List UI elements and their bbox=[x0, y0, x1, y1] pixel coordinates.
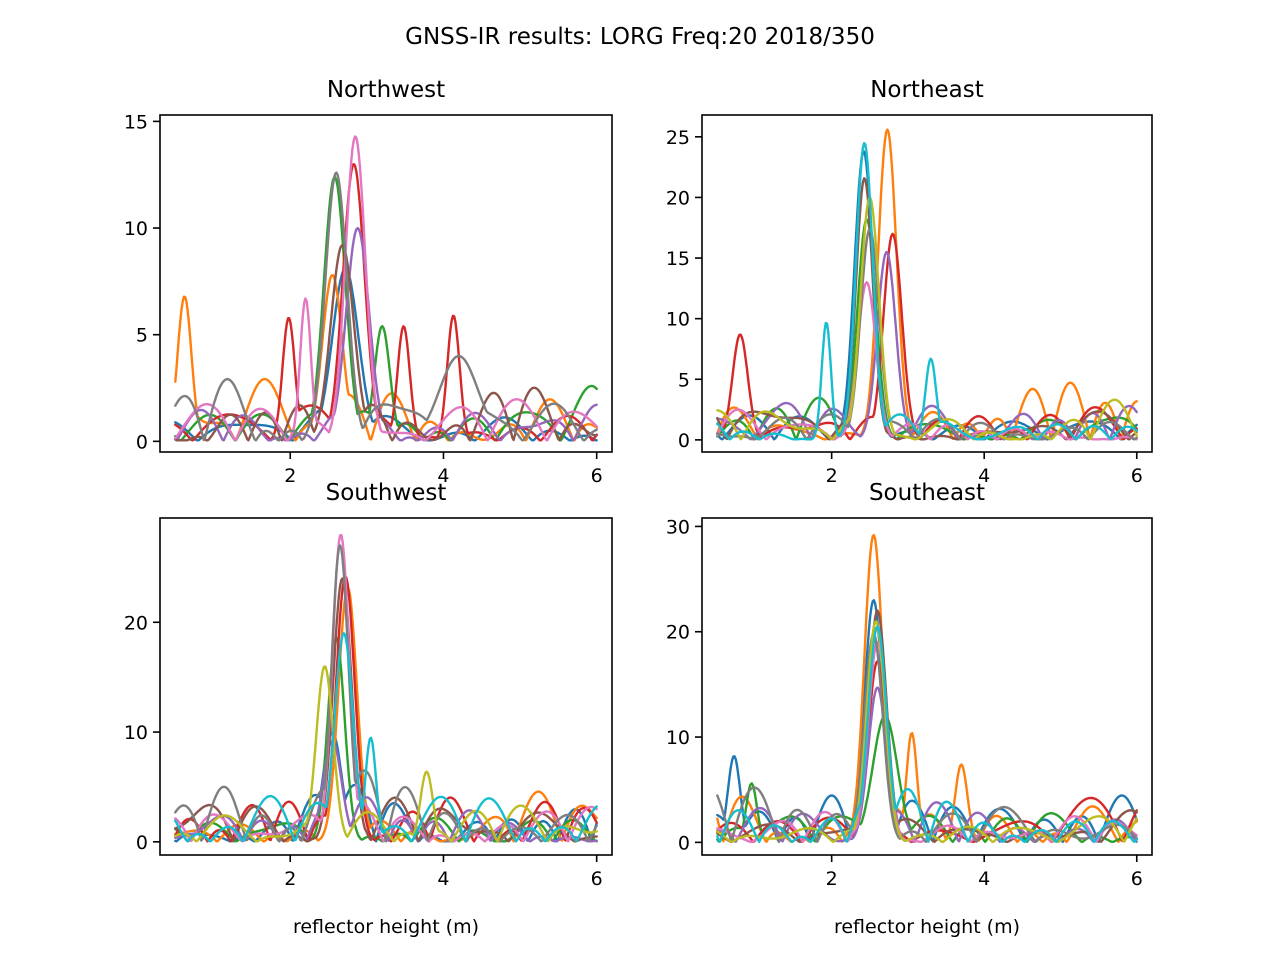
y-tick-label: 15 bbox=[124, 111, 148, 133]
x-tick-label: 6 bbox=[591, 465, 603, 487]
axes-frame-southeast bbox=[701, 517, 1153, 856]
y-tick-label: 10 bbox=[124, 722, 148, 744]
series-line-southwest-10 bbox=[174, 632, 598, 843]
series-line-northwest-3 bbox=[174, 176, 598, 442]
series-line-southeast-5 bbox=[716, 686, 1138, 843]
series-line-northwest-7 bbox=[174, 135, 598, 442]
subplot-title-northwest: Northwest bbox=[327, 77, 445, 103]
series-line-southeast-3 bbox=[716, 714, 1138, 843]
y-tick-label: 20 bbox=[124, 612, 148, 634]
x-tick-label: 4 bbox=[437, 868, 449, 890]
y-tick-label: 15 bbox=[666, 248, 690, 270]
figure-title: GNSS-IR results: LORG Freq:20 2018/350 bbox=[405, 24, 875, 50]
series-line-northeast-2 bbox=[716, 128, 1138, 441]
y-tick-label: 30 bbox=[666, 516, 690, 538]
series-line-northeast-7 bbox=[716, 281, 1138, 441]
series-group-northeast bbox=[716, 128, 1138, 441]
series-line-northwest-8 bbox=[174, 171, 598, 442]
series-line-northeast-10 bbox=[716, 142, 1138, 441]
subplot-title-southwest: Southwest bbox=[326, 480, 447, 506]
y-tick-label: 25 bbox=[666, 127, 690, 149]
x-tick-label: 6 bbox=[591, 868, 603, 890]
series-group-southeast bbox=[716, 533, 1138, 843]
series-line-northeast-6 bbox=[716, 177, 1138, 441]
axes-frame-northwest bbox=[159, 114, 613, 453]
y-tick-label: 10 bbox=[124, 218, 148, 240]
series-line-northwest-6 bbox=[174, 244, 598, 442]
y-tick-label: 0 bbox=[678, 430, 690, 452]
series-line-northeast-5 bbox=[716, 250, 1138, 441]
x-tick-label: 2 bbox=[284, 868, 296, 890]
series-line-northeast-9 bbox=[716, 196, 1138, 441]
series-line-southeast-1 bbox=[716, 599, 1138, 843]
x-tick-label: 4 bbox=[978, 465, 990, 487]
y-tick-label: 10 bbox=[666, 309, 690, 331]
x-tick-label: 2 bbox=[284, 465, 296, 487]
y-tick-label: 0 bbox=[136, 832, 148, 854]
y-tick-label: 20 bbox=[666, 622, 690, 644]
series-line-northwest-4 bbox=[174, 162, 598, 442]
subplot-title-northeast: Northeast bbox=[870, 77, 984, 103]
subplot-southwest: 2 4 6 0 10 20 Southwest reflector height (m) bbox=[124, 480, 613, 938]
subplot-northwest: 2 4 6 0 5 10 15 Northwest bbox=[124, 77, 613, 487]
x-tick-label: 6 bbox=[1131, 465, 1143, 487]
series-group-northwest bbox=[174, 135, 598, 442]
series-line-southwest-8 bbox=[174, 544, 598, 843]
y-tick-label: 10 bbox=[666, 727, 690, 749]
x-tick-label: 6 bbox=[1131, 868, 1143, 890]
series-line-southeast-10 bbox=[716, 625, 1138, 843]
axes-frame-southwest bbox=[159, 517, 613, 856]
x-tick-label: 4 bbox=[978, 868, 990, 890]
y-tick-label: 0 bbox=[136, 431, 148, 453]
series-line-southeast-2 bbox=[716, 533, 1138, 843]
series-line-southwest-6 bbox=[174, 577, 598, 843]
series-line-southeast-6 bbox=[716, 609, 1138, 843]
x-axis-label-southeast: reflector height (m) bbox=[834, 916, 1020, 938]
y-tick-label: 20 bbox=[666, 187, 690, 209]
x-tick-label: 4 bbox=[437, 465, 449, 487]
axes-frame-northeast bbox=[701, 114, 1153, 453]
series-group-southwest bbox=[174, 534, 598, 843]
series-line-northeast-1 bbox=[716, 150, 1138, 441]
subplot-southeast: 2 4 6 0 10 20 30 Southeast reflector height (m) bbox=[666, 480, 1153, 938]
subplot-title-southeast: Southeast bbox=[869, 480, 985, 506]
x-tick-label: 2 bbox=[826, 465, 838, 487]
x-axis-label-southwest: reflector height (m) bbox=[293, 916, 479, 938]
y-tick-label: 0 bbox=[678, 832, 690, 854]
series-line-southwest-4 bbox=[174, 575, 598, 843]
x-tick-label: 2 bbox=[826, 868, 838, 890]
y-tick-label: 5 bbox=[136, 325, 148, 347]
subplot-northeast: 2 4 6 0 5 10 15 20 25 Northeast bbox=[666, 77, 1153, 487]
y-tick-label: 5 bbox=[678, 369, 690, 391]
